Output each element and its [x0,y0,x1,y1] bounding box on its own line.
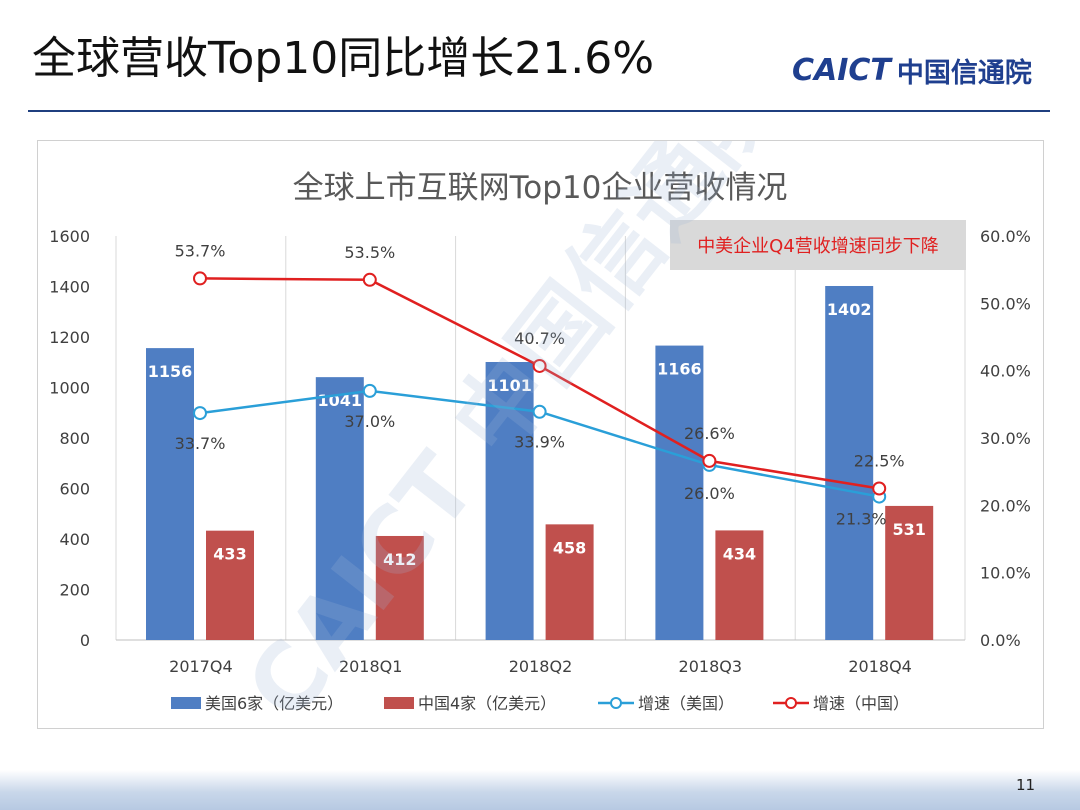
cn-growth-label: 22.5% [854,452,905,471]
slide-title: 全球营收Top10同比增长21.6% [32,33,655,84]
us-growth-label: 37.0% [344,412,395,431]
us-revenue-label: 1402 [827,300,872,319]
us-growth-marker [532,404,547,419]
footer-band [0,770,1080,810]
left-axis-tick-label: 1400 [49,278,90,297]
legend-label-us-line: 增速（美国） [638,694,734,713]
us-revenue-label: 1156 [148,362,193,381]
right-axis-tick-label: 0.0% [980,631,1021,650]
us-revenue-label: 1166 [657,360,702,379]
us-revenue-bar [825,285,874,640]
left-axis-tick-label: 1000 [49,379,90,398]
cn-growth-marker [872,481,887,496]
annotation-text: 中美企业Q4营收增速同步下降 [697,236,939,257]
cn-revenue-label: 531 [892,520,925,539]
cn-revenue-label: 433 [213,545,246,564]
us-growth-marker [362,383,377,398]
us-revenue-bar [315,377,364,640]
logo-cn: 中国信通院 [896,57,1032,89]
right-axis-tick-label: 30.0% [980,429,1031,448]
right-axis-tick-label: 20.0% [980,496,1031,515]
cn-revenue-bar [545,524,594,640]
right-axis-tick-label: 40.0% [980,362,1031,381]
left-axis-tick-label: 600 [59,480,90,499]
category-label: 2018Q4 [848,657,912,676]
page-number: 11 [1016,776,1036,794]
us-revenue-label: 1101 [487,376,532,395]
revenue-chart: 全球上市互联网Top10企业营收情况 0 200 400 600 800 1000 1200 1… [49,141,1031,728]
title-divider [28,110,1050,112]
legend-marker-us-line [610,697,622,709]
cn-revenue-bar [885,505,934,640]
left-axis-tick-label: 0 [80,631,90,650]
left-axis-tick-label: 1600 [49,227,90,246]
annotation-box [670,220,966,270]
us-growth-label: 21.3% [836,510,887,529]
chart-title: 全球上市互联网Top10企业营收情况 [293,170,788,206]
legend-label-cn-line: 增速（中国） [813,694,909,713]
left-axis-tick-label: 200 [59,581,90,600]
left-axis-tick-label: 1200 [49,328,90,347]
chart-frame: 全球上市互联网Top10企业营收情况 0 200 400 600 800 1000 1200 1… [37,140,1044,729]
cn-growth-label: 53.5% [344,243,395,262]
legend-swatch-cn-bar [384,697,414,709]
category-label: 2018Q1 [339,657,403,676]
us-growth-label: 26.0% [684,484,735,503]
logo-en: CAICT [792,52,891,88]
cn-growth-marker [532,358,547,373]
cn-revenue-label: 458 [553,538,586,557]
cn-revenue-bar [715,530,764,640]
cn-growth-label: 53.7% [175,241,226,260]
right-axis-tick-label: 10.0% [980,564,1031,583]
legend-label-cn-bar: 中国4家（亿美元） [418,694,556,713]
legend-marker-cn-line [785,697,797,709]
us-revenue-bar [146,348,194,640]
cn-growth-marker [702,453,717,468]
cn-growth-label: 26.6% [684,424,735,443]
cn-revenue-label: 434 [723,544,756,563]
us-revenue-bar [655,345,704,640]
us-growth-marker [193,406,207,421]
right-axis-tick-label: 50.0% [980,294,1031,313]
caict-logo: CAICT 中国信通院 [792,50,1032,90]
cn-revenue-bar [206,530,254,640]
cn-growth-label: 40.7% [514,329,565,348]
category-label: 2017Q4 [169,657,233,676]
us-growth-label: 33.7% [175,434,226,453]
left-axis-tick-label: 400 [59,530,90,549]
category-label: 2018Q3 [679,657,743,676]
us-growth-label: 33.9% [514,433,565,452]
category-label: 2018Q2 [509,657,573,676]
legend-label-us-bar: 美国6家（亿美元） [205,694,343,713]
right-axis-tick-label: 60.0% [980,227,1031,246]
cn-revenue-label: 412 [383,550,416,569]
cn-revenue-bar [375,535,424,640]
left-axis-tick-label: 800 [59,429,90,448]
cn-growth-marker [362,272,377,287]
legend-swatch-us-bar [171,697,201,709]
cn-growth-marker [193,271,207,286]
